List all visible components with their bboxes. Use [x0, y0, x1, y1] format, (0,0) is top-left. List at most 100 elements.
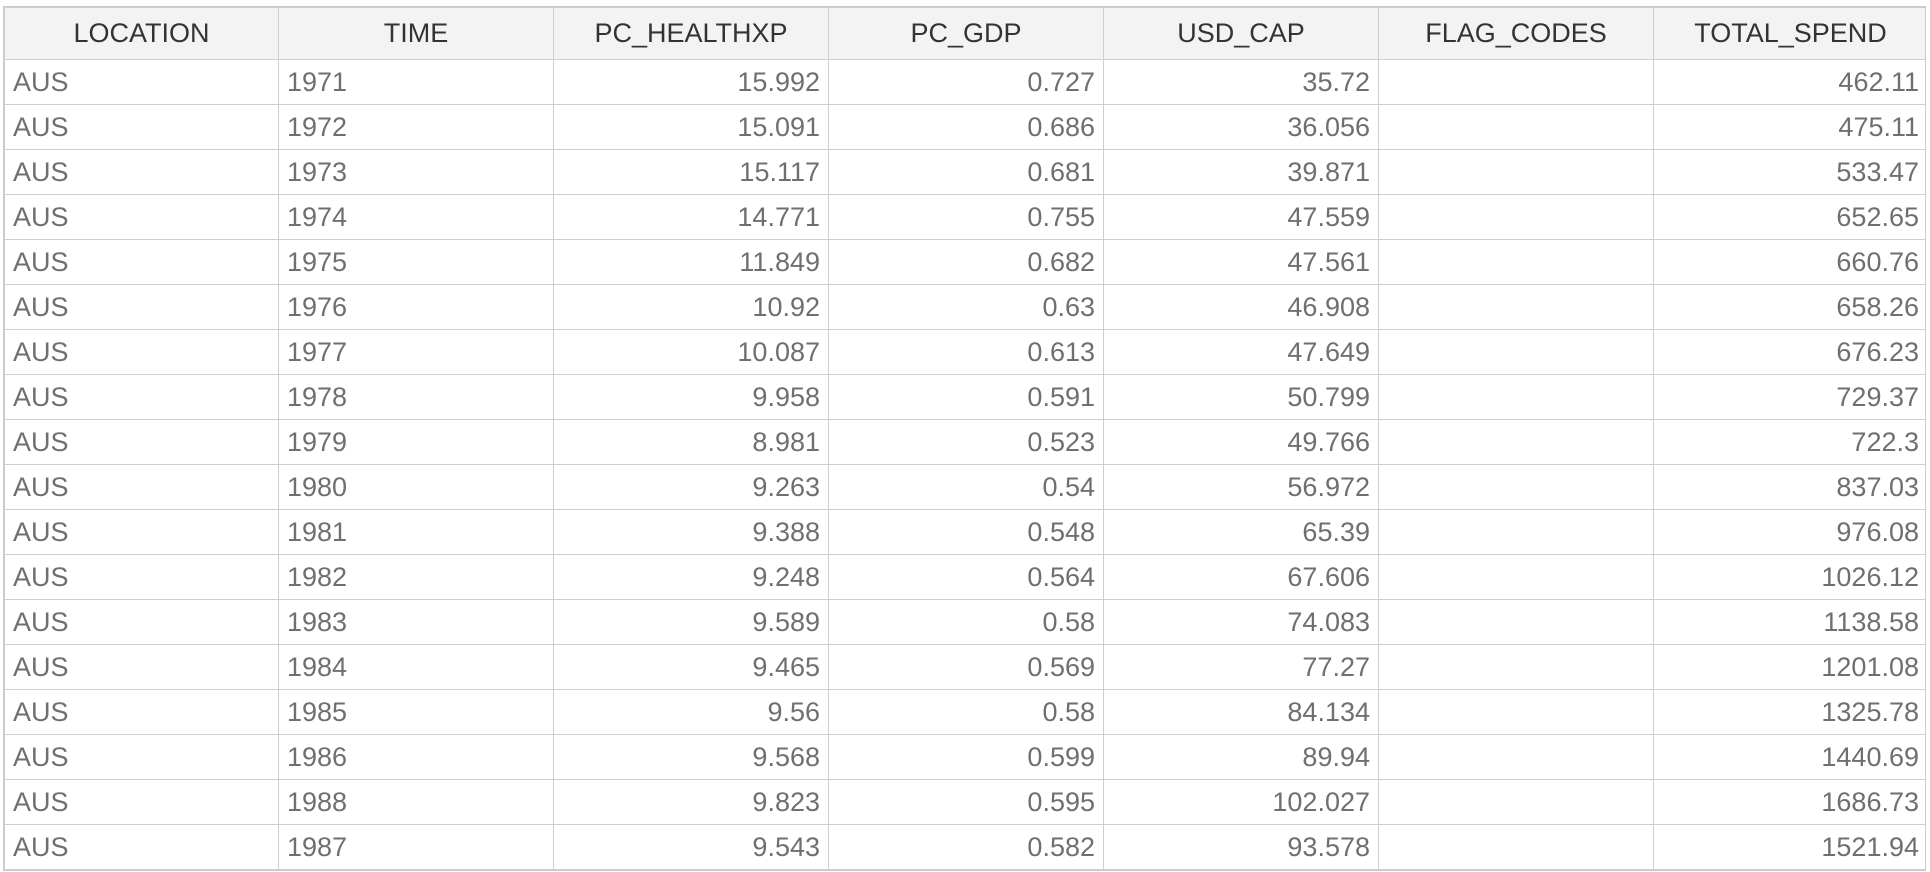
- cell-flag-codes[interactable]: [1378, 59, 1654, 105]
- cell-pc-healthxp[interactable]: 8.981: [553, 419, 829, 465]
- cell-pc-healthxp[interactable]: 9.823: [553, 779, 829, 825]
- cell-pc-healthxp[interactable]: 9.465: [553, 644, 829, 690]
- cell-location[interactable]: AUS: [4, 554, 279, 600]
- column-header-flag-codes[interactable]: FLAG_CODES: [1378, 7, 1654, 60]
- cell-usd-cap[interactable]: 74.083: [1103, 599, 1379, 645]
- cell-location[interactable]: AUS: [4, 194, 279, 240]
- cell-time[interactable]: 1971: [278, 59, 554, 105]
- cell-usd-cap[interactable]: 65.39: [1103, 509, 1379, 555]
- cell-total-spend[interactable]: 475.11: [1653, 104, 1925, 150]
- cell-total-spend[interactable]: 658.26: [1653, 284, 1925, 330]
- table-row[interactable]: AUS 1977 10.087 0.613 47.649 676.23: [4, 329, 1925, 375]
- cell-location[interactable]: AUS: [4, 689, 279, 735]
- cell-time[interactable]: 1976: [278, 284, 554, 330]
- cell-time[interactable]: 1980: [278, 464, 554, 510]
- cell-flag-codes[interactable]: [1378, 329, 1654, 375]
- cell-total-spend[interactable]: 1325.78: [1653, 689, 1925, 735]
- cell-total-spend[interactable]: 722.3: [1653, 419, 1925, 465]
- cell-flag-codes[interactable]: [1378, 689, 1654, 735]
- cell-total-spend[interactable]: 837.03: [1653, 464, 1925, 510]
- cell-pc-gdp[interactable]: 0.681: [828, 149, 1104, 195]
- cell-pc-gdp[interactable]: 0.523: [828, 419, 1104, 465]
- cell-usd-cap[interactable]: 67.606: [1103, 554, 1379, 600]
- cell-pc-gdp[interactable]: 0.548: [828, 509, 1104, 555]
- cell-location[interactable]: AUS: [4, 104, 279, 150]
- cell-time[interactable]: 1987: [278, 824, 554, 870]
- cell-flag-codes[interactable]: [1378, 149, 1654, 195]
- cell-time[interactable]: 1973: [278, 149, 554, 195]
- cell-pc-healthxp[interactable]: 11.849: [553, 239, 829, 285]
- cell-flag-codes[interactable]: [1378, 194, 1654, 240]
- cell-time[interactable]: 1986: [278, 734, 554, 780]
- cell-usd-cap[interactable]: 93.578: [1103, 824, 1379, 870]
- cell-pc-healthxp[interactable]: 9.248: [553, 554, 829, 600]
- column-header-location[interactable]: LOCATION: [4, 7, 279, 60]
- cell-pc-healthxp[interactable]: 10.087: [553, 329, 829, 375]
- table-row[interactable]: AUS 1987 9.543 0.582 93.578 1521.94: [4, 824, 1925, 870]
- cell-total-spend[interactable]: 533.47: [1653, 149, 1925, 195]
- cell-flag-codes[interactable]: [1378, 554, 1654, 600]
- cell-total-spend[interactable]: 1521.94: [1653, 824, 1925, 870]
- cell-pc-gdp[interactable]: 0.682: [828, 239, 1104, 285]
- cell-location[interactable]: AUS: [4, 329, 279, 375]
- cell-pc-gdp[interactable]: 0.591: [828, 374, 1104, 420]
- cell-time[interactable]: 1985: [278, 689, 554, 735]
- table-row[interactable]: AUS 1978 9.958 0.591 50.799 729.37: [4, 374, 1925, 420]
- cell-total-spend[interactable]: 660.76: [1653, 239, 1925, 285]
- cell-usd-cap[interactable]: 47.559: [1103, 194, 1379, 240]
- cell-location[interactable]: AUS: [4, 149, 279, 195]
- table-row[interactable]: AUS 1973 15.117 0.681 39.871 533.47: [4, 149, 1925, 195]
- table-row[interactable]: AUS 1975 11.849 0.682 47.561 660.76: [4, 239, 1925, 285]
- cell-total-spend[interactable]: 729.37: [1653, 374, 1925, 420]
- table-row[interactable]: AUS 1983 9.589 0.58 74.083 1138.58: [4, 599, 1925, 645]
- cell-flag-codes[interactable]: [1378, 419, 1654, 465]
- table-row[interactable]: AUS 1976 10.92 0.63 46.908 658.26: [4, 284, 1925, 330]
- table-row[interactable]: AUS 1972 15.091 0.686 36.056 475.11: [4, 104, 1925, 150]
- cell-time[interactable]: 1982: [278, 554, 554, 600]
- cell-location[interactable]: AUS: [4, 509, 279, 555]
- data-grid-viewport[interactable]: LOCATION TIME PC_HEALTHXP PC_GDP USD_CAP FLAG…: [3, 6, 1926, 871]
- cell-pc-gdp[interactable]: 0.582: [828, 824, 1104, 870]
- cell-pc-gdp[interactable]: 0.58: [828, 599, 1104, 645]
- cell-usd-cap[interactable]: 39.871: [1103, 149, 1379, 195]
- cell-location[interactable]: AUS: [4, 734, 279, 780]
- cell-usd-cap[interactable]: 84.134: [1103, 689, 1379, 735]
- cell-time[interactable]: 1974: [278, 194, 554, 240]
- cell-location[interactable]: AUS: [4, 464, 279, 510]
- cell-flag-codes[interactable]: [1378, 599, 1654, 645]
- cell-location[interactable]: AUS: [4, 644, 279, 690]
- cell-flag-codes[interactable]: [1378, 779, 1654, 825]
- cell-pc-gdp[interactable]: 0.686: [828, 104, 1104, 150]
- cell-usd-cap[interactable]: 50.799: [1103, 374, 1379, 420]
- cell-flag-codes[interactable]: [1378, 239, 1654, 285]
- table-row[interactable]: AUS 1982 9.248 0.564 67.606 1026.12: [4, 554, 1925, 600]
- cell-pc-gdp[interactable]: 0.599: [828, 734, 1104, 780]
- cell-pc-healthxp[interactable]: 9.589: [553, 599, 829, 645]
- table-row[interactable]: AUS 1988 9.823 0.595 102.027 1686.73: [4, 779, 1925, 825]
- cell-flag-codes[interactable]: [1378, 734, 1654, 780]
- cell-time[interactable]: 1983: [278, 599, 554, 645]
- cell-total-spend[interactable]: 1138.58: [1653, 599, 1925, 645]
- cell-pc-healthxp[interactable]: 15.117: [553, 149, 829, 195]
- cell-location[interactable]: AUS: [4, 59, 279, 105]
- cell-pc-healthxp[interactable]: 9.543: [553, 824, 829, 870]
- cell-total-spend[interactable]: 652.65: [1653, 194, 1925, 240]
- cell-pc-healthxp[interactable]: 10.92: [553, 284, 829, 330]
- cell-time[interactable]: 1978: [278, 374, 554, 420]
- cell-time[interactable]: 1979: [278, 419, 554, 465]
- cell-flag-codes[interactable]: [1378, 374, 1654, 420]
- table-row[interactable]: AUS 1985 9.56 0.58 84.134 1325.78: [4, 689, 1925, 735]
- cell-total-spend[interactable]: 462.11: [1653, 59, 1925, 105]
- column-header-pc-gdp[interactable]: PC_GDP: [828, 7, 1104, 60]
- cell-usd-cap[interactable]: 49.766: [1103, 419, 1379, 465]
- table-row[interactable]: AUS 1986 9.568 0.599 89.94 1440.69: [4, 734, 1925, 780]
- cell-pc-gdp[interactable]: 0.613: [828, 329, 1104, 375]
- cell-location[interactable]: AUS: [4, 239, 279, 285]
- cell-usd-cap[interactable]: 46.908: [1103, 284, 1379, 330]
- cell-time[interactable]: 1975: [278, 239, 554, 285]
- table-row[interactable]: AUS 1971 15.992 0.727 35.72 462.11: [4, 59, 1925, 105]
- cell-pc-healthxp[interactable]: 9.263: [553, 464, 829, 510]
- cell-flag-codes[interactable]: [1378, 824, 1654, 870]
- cell-pc-healthxp[interactable]: 14.771: [553, 194, 829, 240]
- cell-total-spend[interactable]: 1440.69: [1653, 734, 1925, 780]
